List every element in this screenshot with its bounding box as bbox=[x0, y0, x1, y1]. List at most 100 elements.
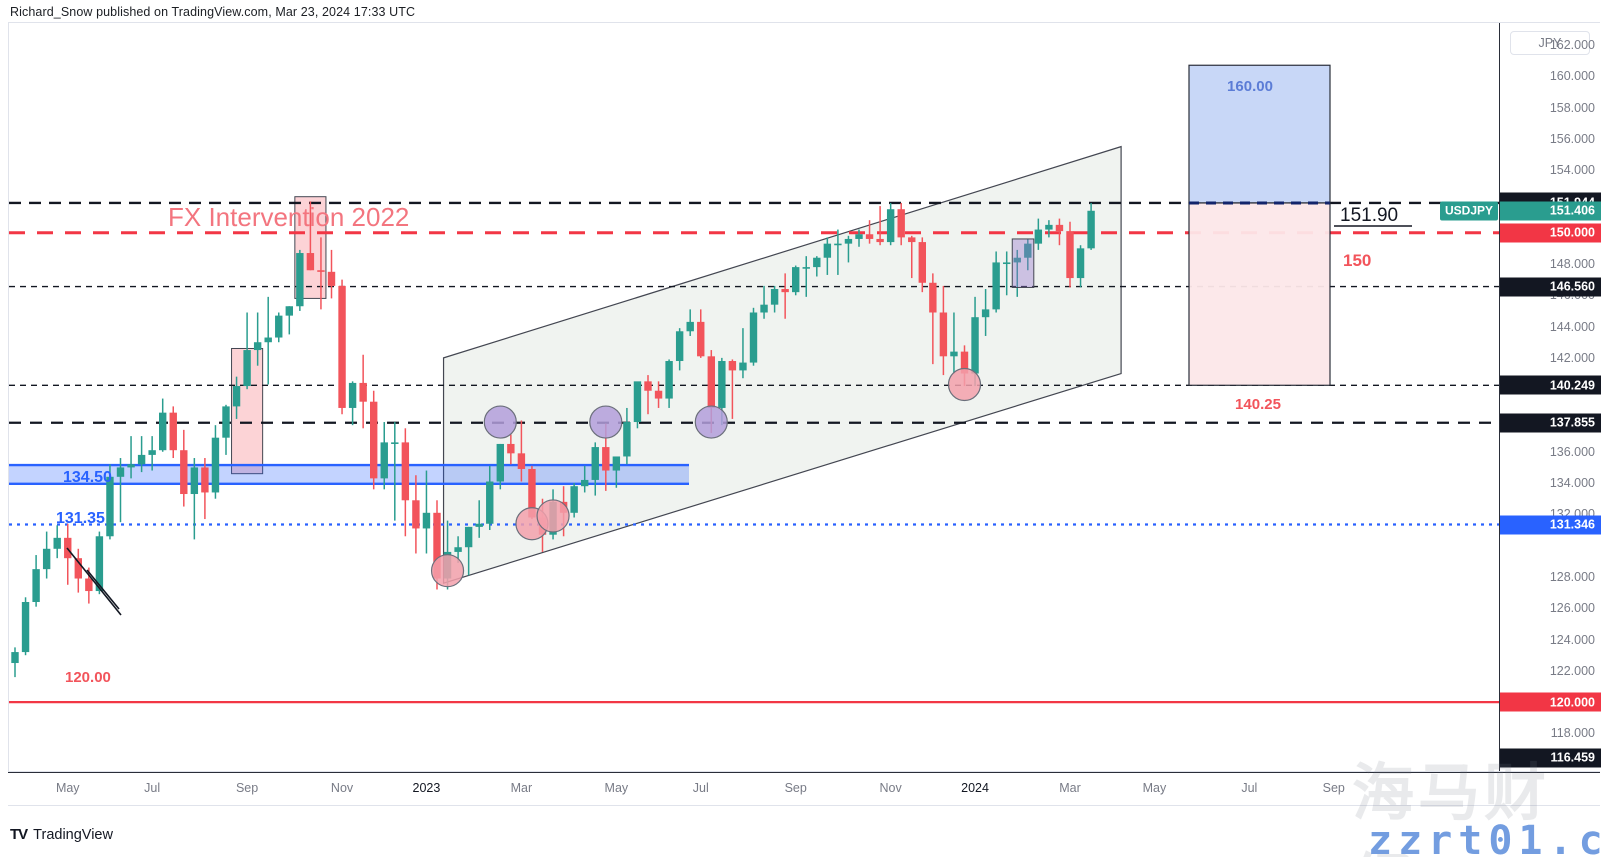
candle-body bbox=[42, 548, 51, 570]
time-axis-tick: Nov bbox=[330, 781, 354, 795]
candle-body bbox=[232, 386, 241, 407]
candle-body bbox=[137, 454, 146, 465]
candle-body bbox=[285, 306, 293, 316]
candle-body bbox=[950, 351, 958, 357]
candle-body bbox=[1034, 229, 1043, 244]
tradingview-logo: TV TradingView bbox=[10, 826, 113, 843]
price-axis-tick: 142.000 bbox=[1549, 350, 1595, 365]
candle-body bbox=[116, 467, 125, 477]
annotation-fx-intervention: FX Intervention 2022 bbox=[168, 202, 409, 232]
candle-body bbox=[813, 257, 821, 268]
time-axis-tick: Jul bbox=[1241, 781, 1258, 795]
label-151-90: 151.90 bbox=[1340, 205, 1398, 226]
price-axis-tick: 136.000 bbox=[1549, 444, 1595, 459]
candle-body bbox=[74, 558, 82, 579]
zone-134-50-fill bbox=[9, 465, 689, 484]
candle-body bbox=[1087, 210, 1095, 249]
time-axis-tick: Jul bbox=[144, 781, 161, 795]
candle-body bbox=[834, 243, 842, 246]
candle-body bbox=[475, 523, 483, 527]
candle-body bbox=[190, 467, 199, 495]
candle-body bbox=[85, 578, 93, 592]
touch-marker-resistance-touch bbox=[589, 405, 623, 439]
candle-body bbox=[981, 309, 990, 318]
candle-body bbox=[127, 464, 135, 468]
time-axis-tick: Sep bbox=[235, 781, 259, 795]
candle-body bbox=[581, 479, 589, 487]
price-axis-tick: 134.000 bbox=[1549, 476, 1595, 491]
price-axis-unit: JPY bbox=[1510, 31, 1590, 55]
candle-body bbox=[654, 390, 663, 399]
touch-marker-resistance-touch bbox=[483, 405, 517, 439]
candle-body bbox=[95, 536, 104, 592]
candle-body bbox=[792, 267, 800, 293]
candle-body bbox=[844, 238, 853, 244]
symbol-price-badge: USDJPY bbox=[1440, 201, 1499, 221]
time-axis[interactable]: May Jul Sep Nov 2023 Mar May Jul Sep Nov 2024 Mar Ma… bbox=[8, 772, 1600, 806]
candle-body bbox=[802, 267, 810, 269]
candle-body bbox=[602, 447, 610, 471]
candle-body bbox=[380, 442, 388, 479]
label-target-160: 160.00 bbox=[1227, 78, 1273, 95]
candle-body bbox=[275, 315, 283, 338]
candle-body bbox=[21, 601, 30, 653]
price-axis-tick: 148.000 bbox=[1549, 256, 1595, 271]
candle-body bbox=[760, 304, 768, 313]
target-box-down bbox=[1188, 202, 1331, 386]
candle-body bbox=[422, 512, 431, 529]
candle-body bbox=[918, 242, 926, 283]
candle-body bbox=[718, 361, 726, 408]
candle-body bbox=[327, 271, 336, 286]
candle-body bbox=[929, 282, 937, 313]
candle-body bbox=[243, 350, 251, 387]
candle-body bbox=[633, 381, 642, 423]
candle-body bbox=[612, 456, 621, 471]
candle-body bbox=[348, 382, 357, 408]
price-axis-tick: 118.000 bbox=[1550, 726, 1595, 741]
time-axis-tick: 2024 bbox=[961, 781, 989, 795]
price-axis-badge-dark: 137.855 bbox=[1500, 413, 1601, 433]
candle-body bbox=[253, 342, 262, 351]
time-axis-tick: Jul bbox=[692, 781, 709, 795]
watermark-domain: zzrt01.cn bbox=[1368, 818, 1608, 857]
time-axis-tick: Mar bbox=[1059, 781, 1081, 795]
candle-body bbox=[496, 443, 504, 482]
time-axis-tick: Mar bbox=[510, 781, 533, 795]
candle-body bbox=[665, 361, 673, 399]
time-axis-tick: May bbox=[1142, 781, 1167, 795]
price-axis-tick: 122.000 bbox=[1549, 663, 1595, 678]
time-axis-tick: Sep bbox=[784, 781, 807, 795]
candle-body bbox=[823, 243, 832, 258]
candle-body bbox=[464, 526, 473, 548]
candle-body bbox=[707, 356, 715, 408]
candle-body bbox=[106, 476, 114, 537]
candle-body bbox=[517, 453, 526, 469]
price-axis-badge-red: 150.000 bbox=[1500, 223, 1601, 243]
chart-plot-area[interactable]: FX Intervention 2022 160.00 151.90 150 140.2… bbox=[9, 23, 1499, 771]
candle-body bbox=[855, 234, 863, 239]
candle-body bbox=[180, 450, 188, 495]
price-axis-badge-dark: 116.459 bbox=[1500, 748, 1601, 768]
candle-body bbox=[992, 262, 1000, 310]
tradingview-glyph-icon: TV bbox=[10, 826, 28, 843]
candle-body bbox=[306, 253, 315, 271]
time-axis-tick: 2023 bbox=[412, 781, 441, 795]
time-axis-tick: May bbox=[604, 781, 629, 795]
candle-body bbox=[211, 437, 220, 493]
price-axis-tick: 144.000 bbox=[1549, 319, 1595, 334]
candle-body bbox=[1076, 248, 1085, 279]
touch-marker-support-touch bbox=[536, 499, 570, 533]
price-axis-badge-blue: 131.346 bbox=[1500, 515, 1601, 535]
candle-body bbox=[148, 450, 156, 455]
watermark-cn: 海马财经 bbox=[1352, 756, 1551, 857]
candle-body bbox=[675, 331, 684, 362]
candle-body bbox=[739, 362, 747, 371]
candle-body bbox=[686, 321, 694, 332]
price-axis-tick: 154.000 bbox=[1549, 163, 1595, 178]
price-axis-badge-dark: 140.249 bbox=[1500, 375, 1601, 395]
price-axis[interactable]: JPY 162.000 160.000 158.000 156.000 154.000 1… bbox=[1499, 23, 1601, 771]
candle-body bbox=[1055, 224, 1064, 232]
recent-range-highlight bbox=[1011, 238, 1035, 288]
candle-body bbox=[401, 442, 410, 501]
time-axis-tick: May bbox=[55, 781, 80, 795]
